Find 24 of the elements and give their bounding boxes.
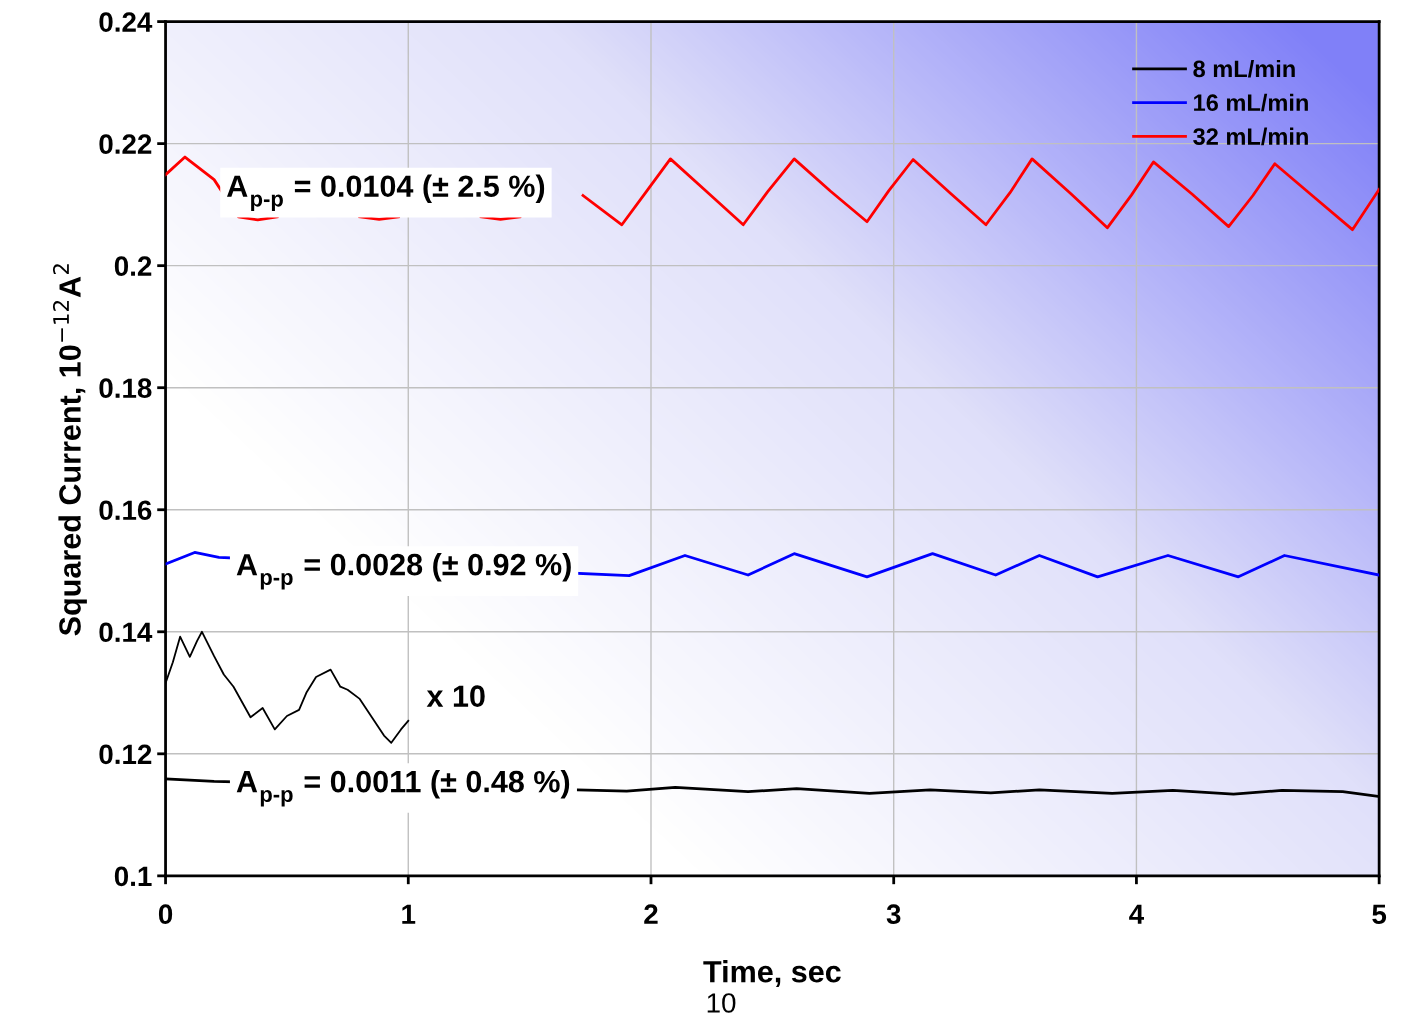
y-tick-label: 0.18 xyxy=(99,378,152,399)
legend-label: 32 mL/min xyxy=(1193,127,1308,146)
y-tick-label: 0.16 xyxy=(99,500,152,521)
y-tick-label: 0.24 xyxy=(99,12,153,32)
annotation: Ap-p = 0.0011 (± 0.48 %) xyxy=(236,769,570,807)
legend-label: 8 mL/min xyxy=(1193,59,1295,78)
annotation: Ap-p = 0.0028 (± 0.92 %) xyxy=(236,553,571,590)
legend-label: 16 mL/min xyxy=(1194,93,1308,112)
y-tick-label: 0.14 xyxy=(99,622,153,643)
x-tick-label: 3 xyxy=(886,904,901,925)
x-tick-label: 4 xyxy=(1129,904,1145,924)
y-axis-title: Squared Current, 10$^{−12}$A$^{2}$ xyxy=(52,264,87,636)
annotation: x 10 xyxy=(426,685,485,708)
y-tick-label: 0.2 xyxy=(114,256,152,276)
x-tick-label: 2 xyxy=(644,904,658,924)
annotation: Ap-p = 0.0104 (± 2.5 %) xyxy=(226,174,545,211)
text: 10 xyxy=(707,993,736,1013)
x-tick-label: 5 xyxy=(1372,904,1387,925)
x-axis-title: Time, sec xyxy=(703,960,841,987)
x-tick-label: 1 xyxy=(402,904,416,924)
y-tick-label: 0.1 xyxy=(114,866,152,887)
x-tick-label: 0 xyxy=(158,904,173,925)
y-tick-label: 0.22 xyxy=(99,134,152,154)
y-tick-label: 0.12 xyxy=(99,744,152,765)
